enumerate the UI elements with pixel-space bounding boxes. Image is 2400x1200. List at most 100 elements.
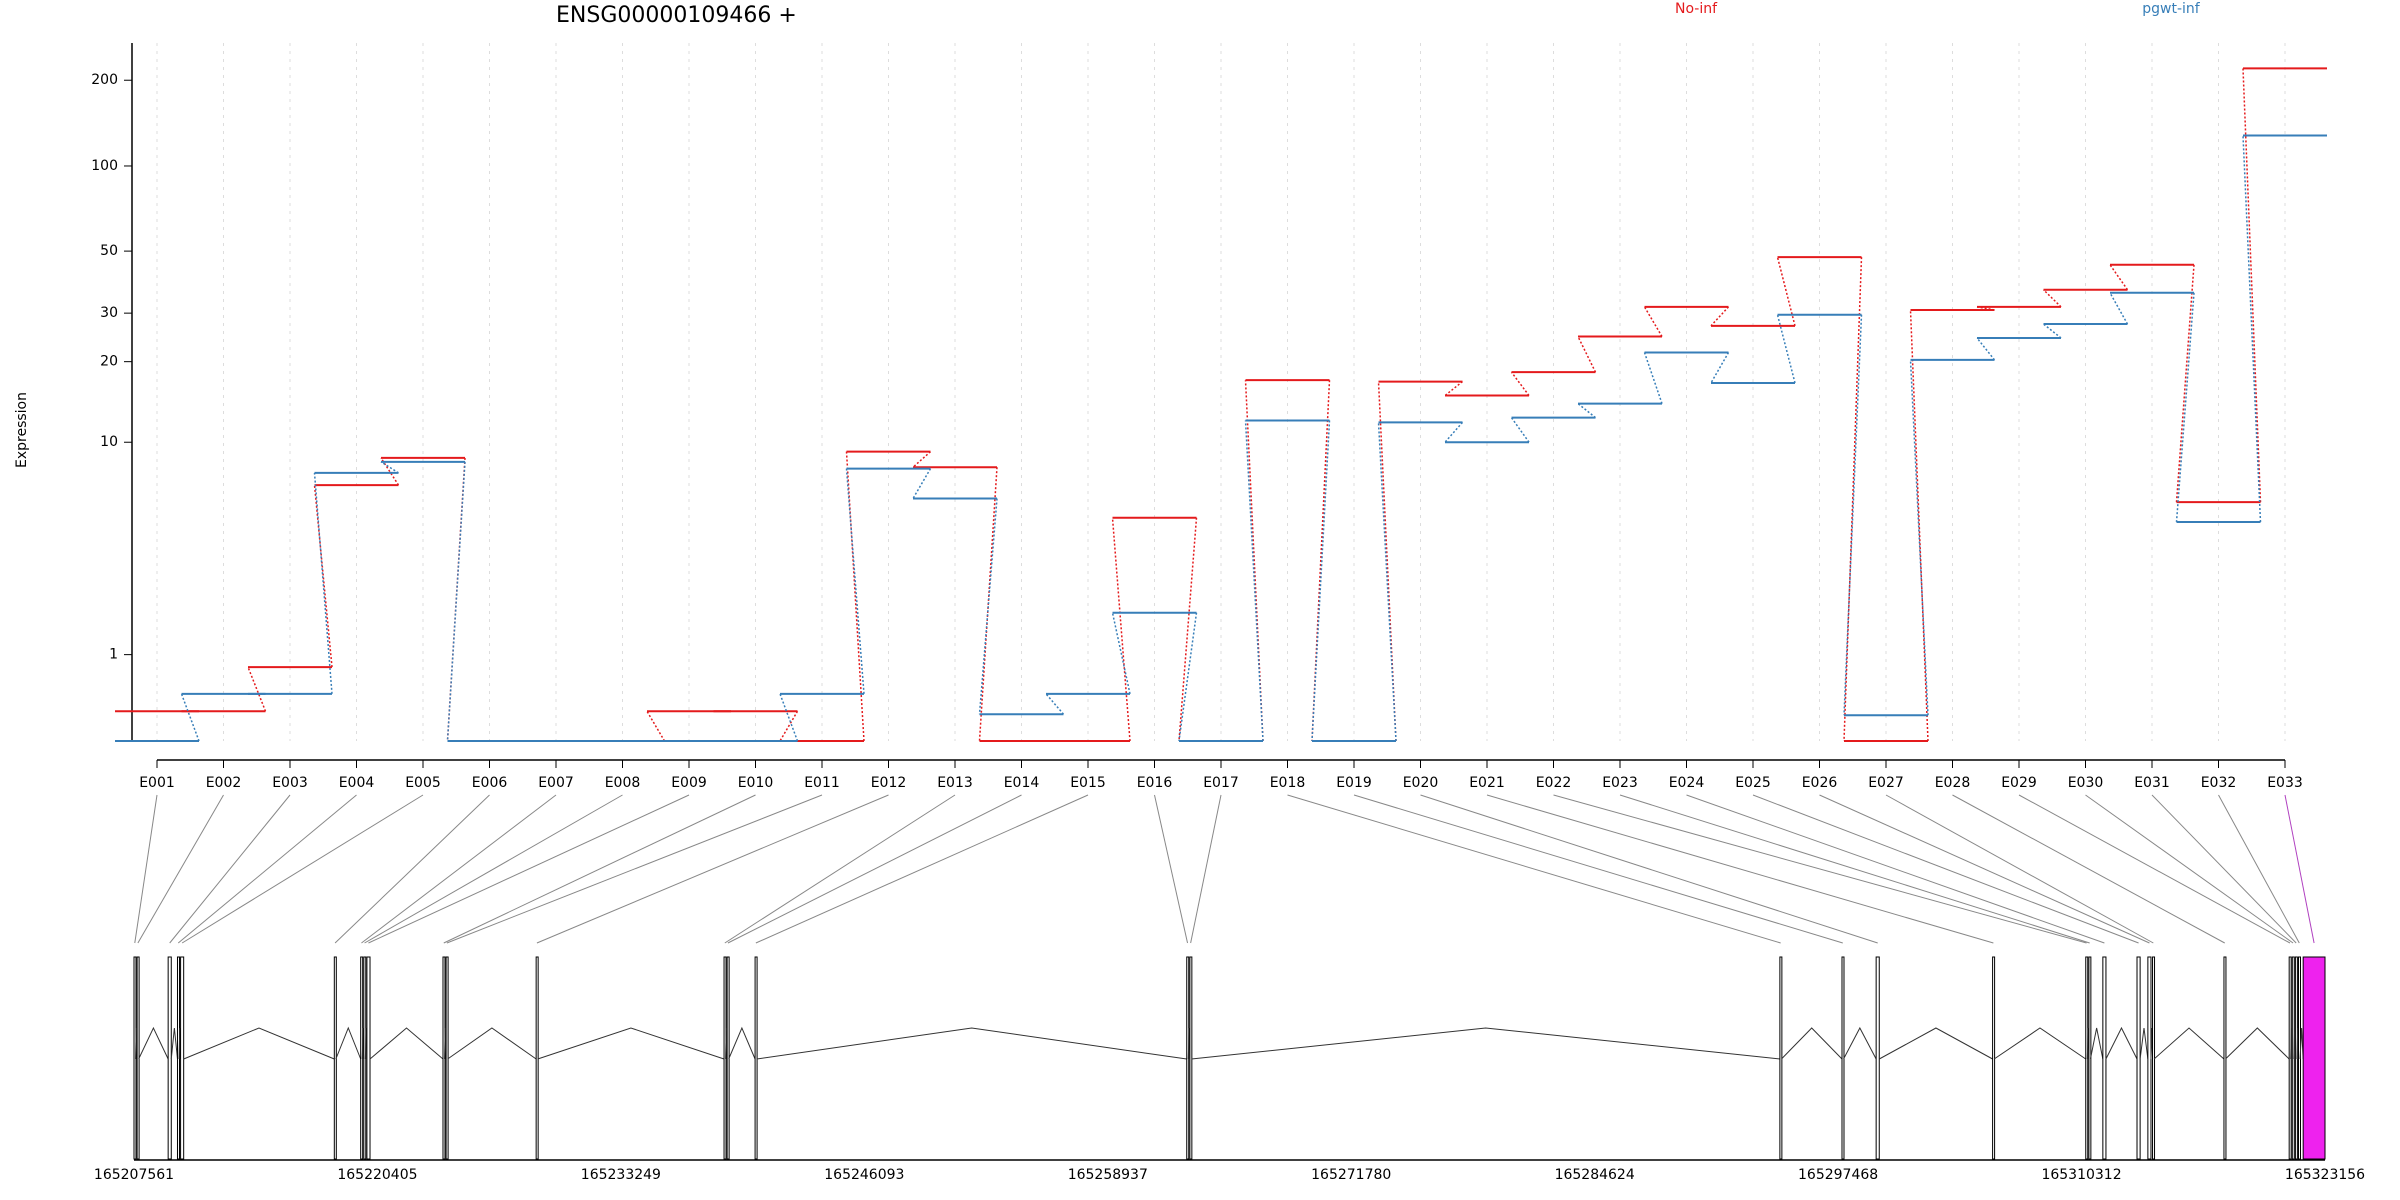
x-tick-label: E018 [1270,775,1306,791]
y-tick-label: 20 [100,354,118,370]
connector [1111,517,1131,742]
x-tick-label: E003 [272,775,308,791]
x-tick-label: E006 [472,775,508,791]
connector [446,461,466,742]
connector [779,693,799,742]
x-tick-label: E024 [1669,775,1705,791]
x-tick-label: E033 [2267,775,2303,791]
y-tick-label: 50 [100,243,118,259]
intron [2153,1027,2225,1060]
connector [1311,420,1331,742]
x-tick-label: E031 [2134,775,2170,791]
x-tick-label: E027 [1868,775,1904,791]
x-tick-label: E013 [937,775,973,791]
x-tick-label: E014 [1004,775,1040,791]
connector [380,461,399,474]
exon-box [1779,956,1783,1160]
genome-tick-label: 165220405 [337,1167,417,1183]
x-tick-label: E012 [871,775,907,791]
connector [1111,612,1131,695]
intron [2139,1027,2149,1060]
exon-link [2151,794,2297,944]
intron [1781,1027,1843,1060]
intron [1843,1026,1877,1060]
connector [912,451,931,468]
exon-box [366,956,371,1160]
connector [1244,380,1264,742]
exon-box [535,956,539,1160]
x-tick-label: E022 [1536,775,1572,791]
connector [1577,403,1596,419]
intron [1879,1027,1993,1060]
connector [646,710,666,742]
y-tick-label: 200 [91,72,118,88]
x-tick-label: E026 [1802,775,1838,791]
x-tick-label: E025 [1735,775,1771,791]
intron [2299,1027,2304,1060]
exon-box [167,956,172,1160]
exon-link [1420,794,1878,944]
genome-tick-label: 165284624 [1555,1167,1635,1183]
exon-box [445,956,449,1160]
genome-tick-label: 165207561 [94,1167,174,1183]
connector [1976,337,1996,361]
connector [1843,257,1863,742]
connector [180,693,200,742]
exon-box [1875,956,1880,1160]
intron [756,1027,1187,1060]
connector [1244,420,1264,742]
connector [845,451,865,742]
exon-link [1752,794,2139,944]
legend-label: No-inf [1675,1,1718,17]
exon-box [2302,956,2326,1160]
connector [1510,371,1530,396]
x-tick-label: E005 [405,775,441,791]
x-tick-label: E015 [1070,775,1106,791]
exon-link [1287,794,1781,944]
x-tick-label: E016 [1137,775,1173,791]
connector [1178,612,1198,742]
x-tick-label: E009 [671,775,707,791]
x-tick-label: E010 [738,775,774,791]
connector [2109,264,2129,291]
connector [1311,380,1331,742]
exon-box [2223,956,2227,1160]
connector [2175,292,2195,523]
exon-link [1486,794,1994,944]
exon-link [1819,794,2150,944]
y-tick-label: 30 [100,305,118,321]
connector [912,468,932,499]
connector [2175,264,2195,503]
exon-link [446,794,823,944]
intron [2105,1026,2138,1060]
connector [1843,314,1863,716]
x-tick-label: E029 [2001,775,2037,791]
x-tick-label: E017 [1203,775,1239,791]
intron [1191,1027,1780,1060]
exon-link [1353,794,1843,944]
exon-box [1189,956,1193,1160]
x-tick-label: E021 [1469,775,1505,791]
intron [369,1027,444,1060]
x-tick-label: E023 [1602,775,1638,791]
exon-link [134,794,158,944]
connector [1710,352,1730,384]
exon-link [361,794,557,944]
connector [2042,289,2062,308]
connector [380,457,400,486]
exon-link [2085,794,2294,944]
genome-tick-label: 165233249 [581,1167,661,1183]
exon-link [334,794,490,944]
exon-link [755,794,1089,944]
x-tick-label: E020 [1403,775,1439,791]
intron [2089,1027,2104,1060]
intron [728,1026,756,1060]
x-tick-label: E019 [1336,775,1372,791]
connector [1577,336,1597,373]
exon-link [1154,794,1189,944]
intron [335,1026,362,1060]
connector [779,710,799,742]
legend-label: pgwt-inf [2142,1,2201,17]
connector [1643,306,1663,337]
x-tick-label: E030 [2068,775,2104,791]
